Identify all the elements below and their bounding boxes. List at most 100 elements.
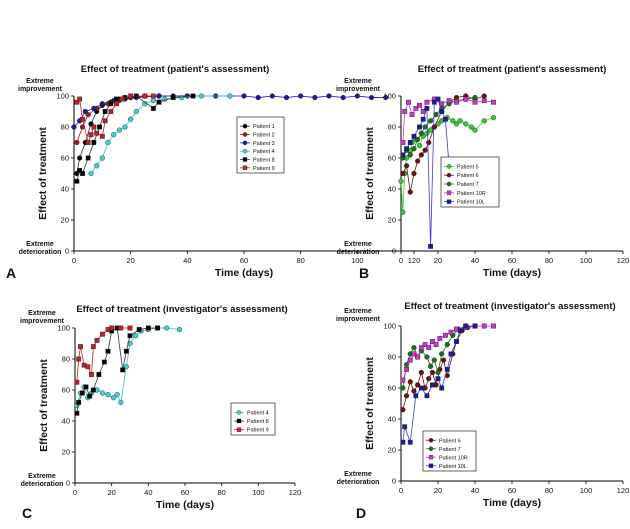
y-tick-label: 20 xyxy=(61,216,69,225)
data-point xyxy=(407,439,413,445)
y-tick-label: 100 xyxy=(383,92,396,101)
data-point xyxy=(102,109,108,114)
data-point xyxy=(123,364,129,370)
data-point xyxy=(435,369,441,376)
panel-letter: A xyxy=(6,265,16,281)
y-tick-label: 20 xyxy=(62,448,70,457)
data-point xyxy=(415,354,421,360)
x-tick-label: 40 xyxy=(183,256,191,265)
data-point xyxy=(439,351,445,357)
data-point xyxy=(448,351,454,357)
x-tick-label: 120 xyxy=(408,256,421,265)
data-point xyxy=(453,121,460,127)
data-point xyxy=(82,108,88,115)
y-tick-label: 0 xyxy=(65,247,69,256)
y-tick-label: 40 xyxy=(61,185,69,194)
x-tick-label: 0 xyxy=(73,488,77,497)
data-point xyxy=(424,105,430,111)
data-point xyxy=(411,146,417,152)
data-point xyxy=(101,359,107,365)
data-point xyxy=(450,118,456,124)
legend-swatch-marker xyxy=(242,157,248,162)
chart-title: Effect of treatment (investigator's asse… xyxy=(76,304,287,315)
data-point xyxy=(354,93,360,99)
x-axis-label: Time (days) xyxy=(483,497,541,509)
data-point xyxy=(407,189,413,195)
top-extreme-label-line1: Extreme xyxy=(344,308,372,315)
data-point xyxy=(400,140,406,145)
chart-title: Effect of treatment (patient's assessmen… xyxy=(81,64,270,75)
top-extreme-label-line2: improvement xyxy=(18,86,63,93)
data-point xyxy=(100,331,105,337)
data-point xyxy=(407,140,413,145)
legend-label: Patient 6 xyxy=(457,173,479,179)
data-point xyxy=(418,152,424,158)
legend-swatch-marker xyxy=(236,410,242,415)
y-tick-label: 0 xyxy=(392,247,396,256)
data-point xyxy=(454,99,459,105)
data-point xyxy=(80,116,85,122)
data-point xyxy=(80,171,85,176)
data-point xyxy=(155,325,160,331)
data-point xyxy=(422,124,428,130)
data-point xyxy=(402,109,408,114)
data-point xyxy=(91,140,97,145)
legend-swatch-marker xyxy=(446,199,452,204)
y-axis-label: Effect of treatment xyxy=(364,357,376,450)
data-point xyxy=(444,342,450,348)
data-point xyxy=(426,345,432,351)
data-point xyxy=(120,367,126,373)
legend-label: Patient 5 xyxy=(457,164,479,170)
data-point xyxy=(132,333,139,339)
data-point xyxy=(428,363,434,369)
data-point xyxy=(433,342,439,347)
data-point xyxy=(439,109,445,114)
data-point xyxy=(413,393,419,399)
data-point xyxy=(77,155,83,161)
data-point xyxy=(426,376,432,382)
data-point xyxy=(88,170,94,177)
series-patient-9 xyxy=(74,325,133,385)
data-point xyxy=(409,112,415,118)
top-extreme-label-line1: Extreme xyxy=(28,310,56,317)
data-point xyxy=(312,94,318,101)
data-point xyxy=(176,326,183,333)
series-patient-10l xyxy=(400,96,459,249)
legend-label: Patient 10R xyxy=(457,191,486,197)
data-point xyxy=(400,407,406,413)
y-tick-label: 60 xyxy=(62,386,70,395)
data-point xyxy=(435,376,441,382)
data-point xyxy=(114,96,119,102)
data-point xyxy=(91,105,97,112)
data-point xyxy=(96,372,102,377)
data-point xyxy=(424,354,430,360)
legend-label: Patient 2 xyxy=(253,133,275,139)
data-point xyxy=(102,118,108,124)
y-tick-label: 40 xyxy=(388,415,396,424)
y-tick-label: 20 xyxy=(388,216,396,225)
data-point xyxy=(298,93,304,99)
legend-swatch-marker xyxy=(242,148,248,154)
data-point xyxy=(406,99,411,105)
data-point xyxy=(116,127,122,133)
data-point xyxy=(481,118,487,124)
data-point xyxy=(269,93,275,99)
data-point xyxy=(472,94,478,101)
y-axis-label: Effect of treatment xyxy=(364,127,376,220)
data-point xyxy=(150,105,156,111)
legend-swatch-marker xyxy=(446,172,452,178)
panel-letter: C xyxy=(22,505,32,521)
data-point xyxy=(422,342,428,347)
data-point xyxy=(428,118,434,124)
data-point xyxy=(227,93,233,99)
y-tick-label: 80 xyxy=(62,355,70,364)
data-point xyxy=(400,385,406,391)
data-point xyxy=(407,152,413,158)
y-tick-label: 100 xyxy=(56,92,69,101)
x-tick-label: 100 xyxy=(580,486,593,495)
x-tick-label: 20 xyxy=(434,486,442,495)
data-point xyxy=(122,124,128,130)
y-axis-label: Effect of treatment xyxy=(38,359,50,452)
bottom-extreme-label-line1: Extreme xyxy=(344,471,372,478)
data-point xyxy=(454,339,459,344)
